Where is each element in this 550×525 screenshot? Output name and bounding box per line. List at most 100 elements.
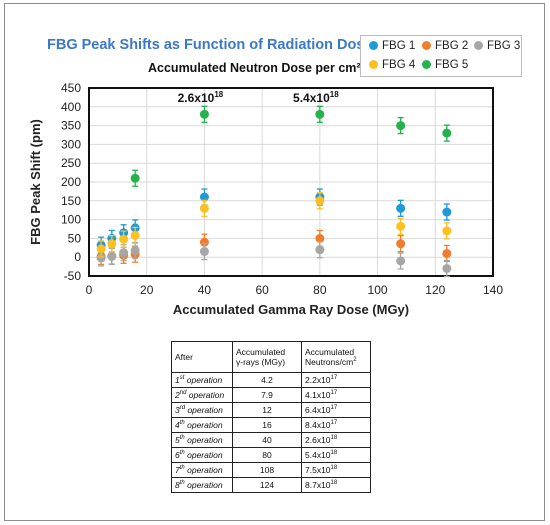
y-tick-label: 300 bbox=[61, 137, 81, 151]
data-point-fbg2 bbox=[442, 248, 452, 258]
legend-marker-fbg2 bbox=[422, 41, 431, 50]
cell-neutrons: 2.6x1018 bbox=[301, 432, 371, 448]
y-tick-label: 0 bbox=[74, 250, 81, 264]
chart-title: FBG Peak Shifts as Function of Radiation… bbox=[47, 37, 373, 53]
data-point-fbg1 bbox=[442, 207, 452, 217]
cell-neutrons: 7.5x1018 bbox=[301, 462, 371, 478]
table-row: 8th operation 124 8.7x1018 bbox=[171, 477, 371, 493]
operations-table: After Accumulated γ-rays (MGy) Accumulate… bbox=[171, 341, 371, 493]
legend-item-fbg5: FBG 5 bbox=[422, 59, 468, 71]
data-point-fbg3 bbox=[315, 245, 325, 255]
legend-item-fbg4: FBG 4 bbox=[369, 59, 415, 71]
data-point-fbg4 bbox=[315, 196, 325, 206]
x-axis-title: Accumulated Gamma Ray Dose (MGy) bbox=[173, 302, 409, 317]
legend-marker-fbg4 bbox=[369, 60, 378, 69]
table-row: 3rd operation 12 6.4x1017 bbox=[171, 402, 371, 418]
cell-neutrons: 8.4x1017 bbox=[301, 417, 371, 433]
table-row: 1st operation 4.2 2.2x1017 bbox=[171, 372, 371, 388]
data-point-fbg4 bbox=[396, 221, 406, 231]
y-tick-label: 450 bbox=[61, 81, 81, 95]
dose-annotation: 2.6x1018 bbox=[178, 90, 224, 105]
data-point-fbg3 bbox=[130, 245, 140, 255]
cell-neutrons: 6.4x1017 bbox=[301, 402, 371, 418]
data-point-fbg5 bbox=[130, 173, 140, 183]
data-point-fbg3 bbox=[442, 263, 452, 273]
cell-operation: 3rd operation bbox=[171, 402, 233, 418]
table-row: 7th operation 108 7.5x1018 bbox=[171, 462, 371, 478]
data-point-fbg3 bbox=[199, 247, 209, 257]
table-row: 6th operation 80 5.4x1018 bbox=[171, 447, 371, 463]
x-tick-label: 0 bbox=[86, 283, 93, 297]
x-tick-label: 140 bbox=[483, 283, 503, 297]
y-tick-label: 100 bbox=[61, 213, 81, 227]
cell-gamma: 108 bbox=[232, 462, 302, 478]
x-tick-label: 40 bbox=[198, 283, 212, 297]
data-point-fbg4 bbox=[199, 203, 209, 213]
y-tick-label: 200 bbox=[61, 175, 81, 189]
cell-gamma: 16 bbox=[232, 417, 302, 433]
data-point-fbg4 bbox=[107, 239, 117, 249]
x-tick-label: 120 bbox=[425, 283, 445, 297]
data-point-fbg5 bbox=[442, 128, 452, 138]
y-axis-title: FBG Peak Shift (pm) bbox=[28, 119, 43, 245]
data-point-fbg5 bbox=[315, 109, 325, 119]
legend-marker-fbg3 bbox=[474, 41, 483, 50]
cell-gamma: 7.9 bbox=[232, 387, 302, 403]
cell-operation: 5th operation bbox=[171, 432, 233, 448]
cell-gamma: 80 bbox=[232, 447, 302, 463]
y-tick-label: -50 bbox=[64, 269, 82, 283]
table-row: 4th operation 16 8.4x1017 bbox=[171, 417, 371, 433]
dose-annotation: 5.4x1018 bbox=[293, 90, 339, 105]
x-tick-label: 60 bbox=[255, 283, 269, 297]
chart-legend: FBG 1 FBG 2 FBG 3 FBG 4 FBG 5 bbox=[360, 35, 522, 77]
data-point-fbg4 bbox=[442, 226, 452, 236]
x-tick-label: 80 bbox=[313, 283, 327, 297]
legend-marker-fbg5 bbox=[422, 60, 431, 69]
data-point-fbg4 bbox=[119, 234, 129, 244]
data-point-fbg3 bbox=[396, 256, 406, 266]
data-point-fbg3 bbox=[107, 251, 117, 261]
data-point-fbg1 bbox=[396, 203, 406, 213]
cell-gamma: 12 bbox=[232, 402, 302, 418]
legend-marker-fbg1 bbox=[369, 41, 378, 50]
data-point-fbg3 bbox=[119, 248, 129, 258]
cell-operation: 6th operation bbox=[171, 447, 233, 463]
legend-item-fbg1: FBG 1 bbox=[369, 40, 415, 52]
plot-area-border bbox=[88, 87, 494, 277]
data-point-fbg1 bbox=[199, 192, 209, 202]
neutron-axis-label: Accumulated Neutron Dose per cm² bbox=[148, 61, 361, 75]
data-point-fbg5 bbox=[396, 121, 406, 131]
y-tick-label: 50 bbox=[68, 231, 82, 245]
cell-operation: 4th operation bbox=[171, 417, 233, 433]
cell-operation: 8th operation bbox=[171, 477, 233, 493]
cell-gamma: 124 bbox=[232, 477, 302, 493]
x-tick-label: 100 bbox=[368, 283, 388, 297]
data-point-fbg2 bbox=[199, 237, 209, 247]
cell-neutrons: 2.2x1017 bbox=[301, 372, 371, 388]
legend-item-fbg2: FBG 2 bbox=[422, 40, 468, 52]
header-gamma: Accumulated γ-rays (MGy) bbox=[232, 341, 302, 373]
legend-item-fbg3: FBG 3 bbox=[474, 40, 520, 52]
y-tick-label: 350 bbox=[61, 119, 81, 133]
data-point-fbg5 bbox=[199, 109, 209, 119]
table-row: 5th operation 40 2.6x1018 bbox=[171, 432, 371, 448]
data-point-fbg2 bbox=[315, 233, 325, 243]
cell-neutrons: 5.4x1018 bbox=[301, 447, 371, 463]
scatter-plot: -50 0 50 100 150 200 250 300 350 400 450 0 20 40 60 80 1… bbox=[28, 81, 503, 317]
y-tick-label: 250 bbox=[61, 156, 81, 170]
cell-gamma: 40 bbox=[232, 432, 302, 448]
cell-operation: 1st operation bbox=[171, 372, 233, 388]
data-point-fbg4 bbox=[96, 244, 106, 254]
y-tick-label: 400 bbox=[61, 100, 81, 114]
table-row: 2nd operation 7.9 4.1x1017 bbox=[171, 387, 371, 403]
cell-neutrons: 8.7x1018 bbox=[301, 477, 371, 493]
header-neutrons: Accumulated Neutrons/cm2 bbox=[301, 341, 371, 373]
data-point-fbg4 bbox=[130, 230, 140, 240]
x-tick-label: 20 bbox=[140, 283, 154, 297]
cell-operation: 7th operation bbox=[171, 462, 233, 478]
data-point-fbg2 bbox=[396, 239, 406, 249]
data-point-fbg3 bbox=[96, 253, 106, 263]
table-header-row: After Accumulated γ-rays (MGy) Accumulate… bbox=[171, 341, 371, 373]
y-tick-label: 150 bbox=[61, 194, 81, 208]
cell-gamma: 4.2 bbox=[232, 372, 302, 388]
